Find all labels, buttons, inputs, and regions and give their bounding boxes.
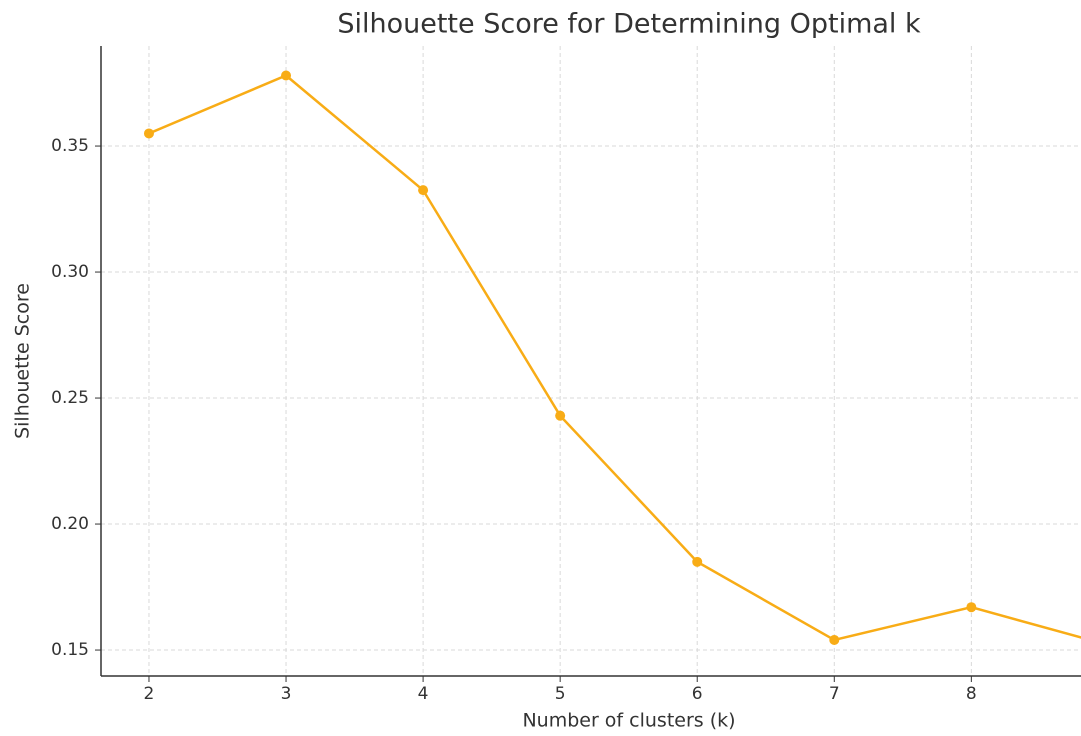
grid xyxy=(101,46,1081,676)
chart-title: Silhouette Score for Determining Optimal… xyxy=(337,9,921,40)
y-tick-label: 0.15 xyxy=(51,640,89,660)
x-tick-label: 6 xyxy=(692,684,703,704)
marker xyxy=(829,634,840,645)
x-tick-label: 4 xyxy=(418,684,429,704)
marker xyxy=(143,128,154,139)
x-tick-label: 7 xyxy=(829,684,840,704)
y-tick-label: 0.20 xyxy=(51,514,89,534)
x-tick-label: 3 xyxy=(281,684,292,704)
marker xyxy=(281,70,292,81)
marker xyxy=(418,185,429,196)
y-tick-label: 0.35 xyxy=(51,136,89,156)
y-tick-label: 0.25 xyxy=(51,388,89,408)
series xyxy=(143,70,1081,645)
marker xyxy=(692,556,703,567)
line xyxy=(148,74,1081,642)
x-tick-label: 5 xyxy=(555,684,566,704)
marker xyxy=(966,602,977,613)
x-axis-label: Number of clusters (k) xyxy=(522,710,735,732)
x-tick-label: 8 xyxy=(966,684,977,704)
marker xyxy=(555,410,566,421)
y-axis-label: Silhouette Score xyxy=(12,283,34,439)
x-tick-label: 2 xyxy=(144,684,155,704)
y-tick-label: 0.30 xyxy=(51,262,89,282)
